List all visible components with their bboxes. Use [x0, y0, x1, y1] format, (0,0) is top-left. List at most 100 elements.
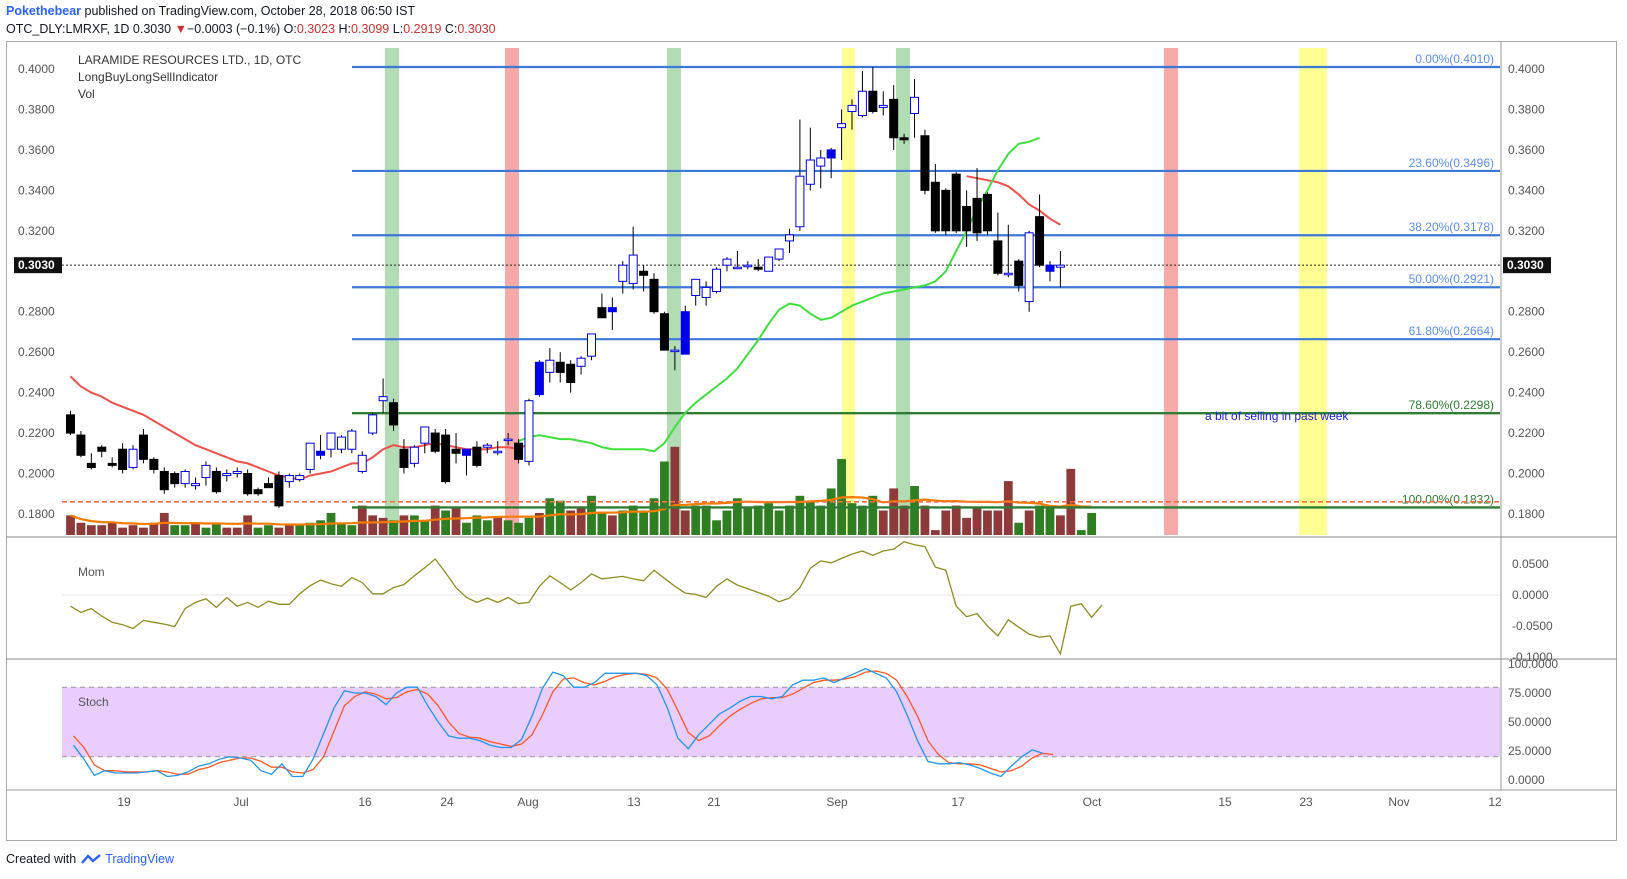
- candles: [66, 66, 1065, 508]
- candle-body: [461, 448, 471, 456]
- red-ema-tail-line: [966, 175, 1061, 226]
- time-tick: 17: [951, 795, 965, 809]
- candle-body: [138, 434, 148, 460]
- candle-body: [149, 458, 159, 470]
- volume-bar: [972, 508, 982, 535]
- time-tick: 19: [117, 795, 131, 809]
- chart-text: LARAMIDE RESOURCES LTD., 1D, OTC LongBuy…: [78, 53, 1349, 709]
- volume-bar: [712, 520, 721, 535]
- candle-body: [701, 286, 711, 299]
- candle-body: [628, 254, 638, 284]
- stoch-tick: 0.0000: [1508, 773, 1545, 787]
- volume-bar: [535, 512, 544, 535]
- stoch-d-line: [73, 670, 1054, 775]
- candle-body: [170, 473, 180, 485]
- ohlc-close-value: 0.3030: [457, 22, 496, 36]
- fib-level-label: 50.00%(0.2921): [1409, 272, 1494, 286]
- volume-bar: [243, 515, 253, 535]
- volume-bar: [274, 527, 284, 535]
- volume-bar: [691, 505, 701, 535]
- volume-bar: [118, 527, 127, 535]
- volume-bar: [409, 515, 419, 535]
- volume-bar: [545, 498, 555, 535]
- green-ema-line: [518, 136, 1040, 453]
- candle-body: [972, 197, 982, 234]
- candle-body: [263, 483, 273, 489]
- volume-bar: [587, 495, 596, 535]
- volume-bar: [159, 512, 169, 535]
- candle-body: [482, 444, 492, 448]
- legend-title: LARAMIDE RESOURCES LTD., 1D, OTC: [78, 53, 301, 67]
- time-tick: 23: [1299, 795, 1313, 809]
- volume-bar: [941, 510, 951, 535]
- volume-bar: [1076, 530, 1086, 535]
- volume-bar: [868, 495, 878, 535]
- volume-bar: [201, 527, 211, 535]
- candle-body: [847, 104, 857, 112]
- candle-body: [670, 349, 680, 353]
- volume-bar: [670, 446, 680, 535]
- volume-ma-line: [70, 495, 1092, 526]
- legend-vol: Vol: [78, 87, 95, 101]
- candle-body: [649, 278, 659, 313]
- candle-body: [597, 307, 607, 319]
- stochastic-pane: [62, 667, 1500, 778]
- candle-body: [118, 448, 128, 470]
- signal-bands: [385, 48, 1327, 535]
- volume-bar: [347, 525, 357, 535]
- volume-bar: [378, 517, 388, 535]
- candle-body: [826, 149, 836, 159]
- stoch-k-line: [72, 667, 1043, 778]
- symbol-label: OTC_DLY:LMRXF, 1D: [6, 22, 130, 36]
- volume-bar: [764, 503, 774, 535]
- axes: 0.4000 0.4000 0.3800 0.3800 0.3600 0.3600 0.34…: [14, 62, 1558, 809]
- volume-bar: [847, 503, 857, 535]
- time-tick: 12: [1488, 795, 1502, 809]
- volume-bar: [639, 510, 648, 535]
- volume-bar: [1087, 512, 1097, 535]
- time-tick: 24: [440, 795, 454, 809]
- tradingview-link[interactable]: TradingView: [105, 852, 174, 866]
- volume-bar: [253, 527, 263, 535]
- price-tick-left: 0.4000: [18, 62, 55, 76]
- volume-bar: [930, 530, 940, 535]
- volume-bar: [1014, 522, 1024, 535]
- volume-bar: [785, 505, 794, 535]
- volume-bar: [680, 510, 690, 535]
- volume-bar: [284, 525, 294, 535]
- stoch-pane-label: Stoch: [78, 695, 109, 709]
- candle-body: [1045, 264, 1055, 272]
- candle-body: [659, 313, 669, 351]
- author-name[interactable]: Pokethebear: [6, 4, 82, 18]
- candle-body: [753, 266, 763, 270]
- candle-body: [545, 359, 555, 373]
- candle-body: [816, 157, 826, 167]
- candle-body: [66, 414, 75, 434]
- volume-bar: [399, 515, 409, 535]
- fib-levels: 0.00%(0.4010) 23.60%(0.3496) 38.20%(0.3178…: [62, 52, 1500, 509]
- candle-body: [524, 400, 534, 462]
- last-price-text-right: 0.3030: [1507, 258, 1544, 272]
- price-tick-left: 0.2400: [18, 386, 55, 400]
- ohlc-open-value: 0.3023: [296, 22, 336, 36]
- candle-body: [534, 361, 544, 396]
- candle-body: [180, 470, 190, 485]
- candle-body: [305, 442, 315, 470]
- red-ema-line: [69, 375, 530, 481]
- fib-level-label: 78.60%(0.2298): [1409, 398, 1494, 412]
- price-tick-right: 0.2000: [1508, 467, 1545, 481]
- candle-body: [732, 266, 742, 270]
- time-tick: Jul: [233, 795, 248, 809]
- candle-body: [680, 311, 690, 355]
- time-tick: Oct: [1083, 795, 1102, 809]
- candle-body: [284, 475, 294, 483]
- fib-level-label: 38.20%(0.3178): [1409, 220, 1494, 234]
- volume-bar: [753, 505, 763, 535]
- signal-band: [505, 48, 519, 535]
- volume-bar: [555, 500, 565, 535]
- candle-body: [941, 189, 951, 232]
- volume-bar: [66, 515, 75, 535]
- candle-body: [566, 363, 576, 383]
- candle-body: [910, 96, 920, 114]
